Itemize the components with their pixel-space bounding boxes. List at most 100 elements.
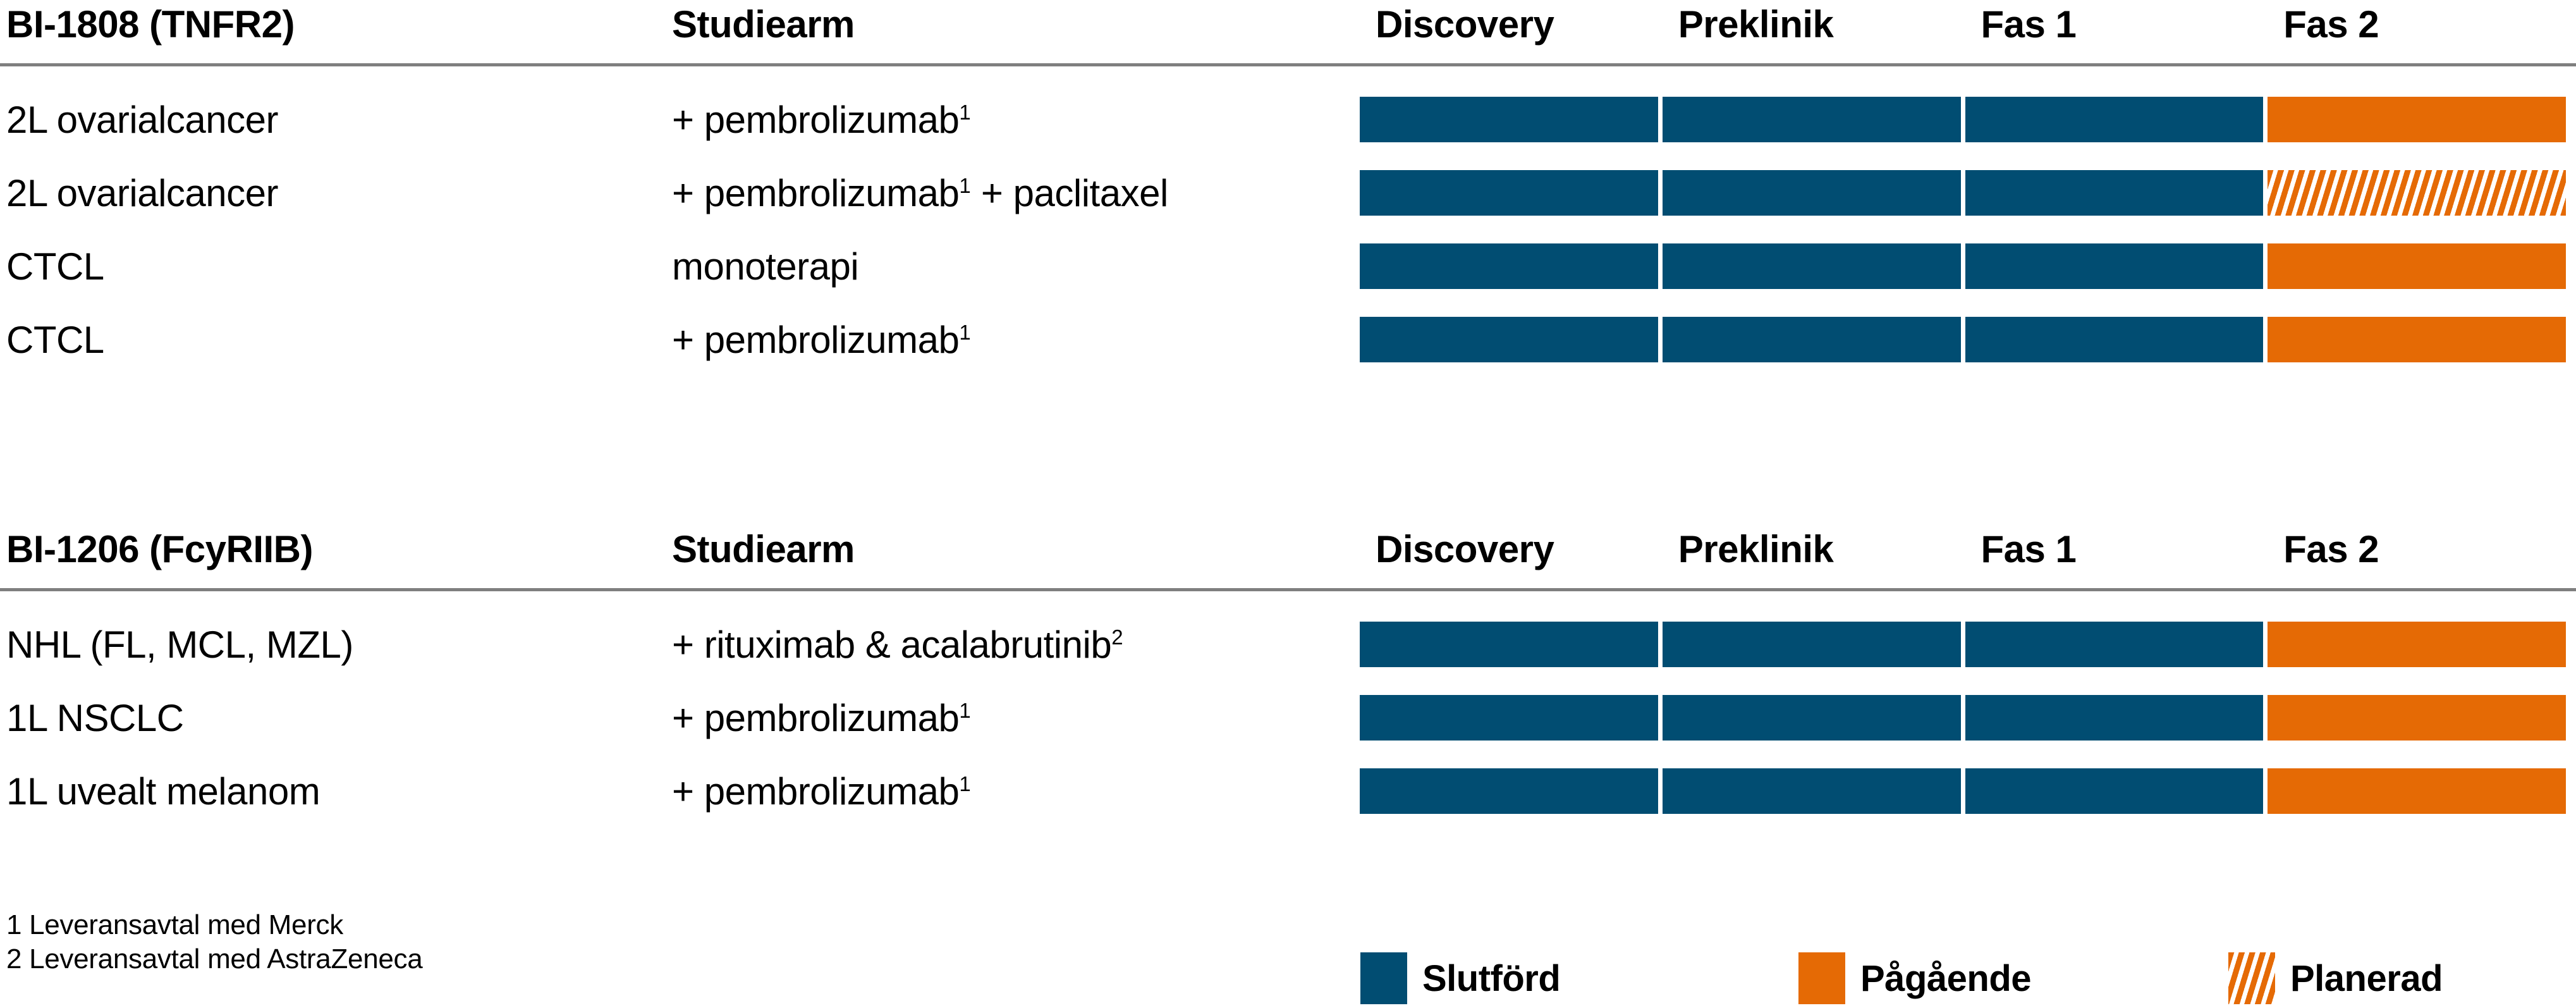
study-arm-label: + pembrolizumab1	[672, 318, 1360, 362]
pipeline-rows: NHL (FL, MCL, MZL) + rituximab & acalabru…	[0, 608, 2576, 828]
study-arm-label: + pembrolizumab1 + paclitaxel	[672, 171, 1360, 215]
phase-bar-completed	[1965, 768, 2264, 814]
phase-column-headers: Discovery Preklinik Fas 1 Fas 2	[1360, 525, 2566, 588]
study-arm-label: + rituximab & acalabrutinib2	[672, 623, 1360, 667]
pipeline-row: CTCL monoterapi	[0, 230, 2576, 303]
phase-bar-planned	[2268, 170, 2566, 216]
pipeline-rows: 2L ovarialcancer + pembrolizumab1 2L ovari…	[0, 83, 2576, 376]
study-arm-footnote-marker: 1	[959, 320, 971, 344]
legend-item-p-g-ende: Pågående	[1798, 952, 2032, 1004]
phase-bars	[1360, 97, 2566, 142]
phase-bar-ongoing	[2268, 243, 2566, 289]
phase-bars	[1360, 768, 2566, 814]
phase-bar-completed	[1662, 695, 1961, 741]
phase-header-fas-2: Fas 2	[2283, 528, 2379, 570]
phase-bar-ongoing	[2268, 622, 2566, 667]
phase-bars	[1360, 317, 2566, 362]
study-arm-footnote-marker: 1	[959, 173, 971, 197]
indication-label: 1L uvealt melanom	[6, 770, 320, 813]
phase-bar-ongoing	[2268, 695, 2566, 741]
pipeline-row: 1L uvealt melanom + pembrolizumab1	[0, 754, 2576, 828]
phase-bar-completed	[1965, 97, 2264, 142]
phase-bars	[1360, 243, 2566, 289]
phase-bar-completed	[1662, 768, 1961, 814]
phase-bar-completed	[1360, 97, 1658, 142]
phase-bar-completed	[1662, 97, 1961, 142]
footnote-1: 1 Leveransavtal med Merck	[6, 909, 343, 940]
study-arm-footnote-marker: 1	[959, 771, 971, 796]
study-arm-footnote-marker: 1	[959, 100, 971, 124]
footnotes: 1 Leveransavtal med Merck 2 Leveransavta…	[6, 908, 423, 976]
program-section-bi-1808: BI-1808 (TNFR2) Studiearm Discovery Prekl…	[0, 0, 2576, 376]
phase-bar-completed	[1360, 317, 1658, 362]
indication-label: CTCL	[6, 318, 104, 361]
phase-header-preklinik: Preklinik	[1678, 3, 1834, 46]
phase-bar-completed	[1360, 695, 1658, 741]
study-arm-footnote-marker: 2	[1111, 625, 1123, 649]
study-arm-text: + rituximab & acalabrutinib	[672, 623, 1112, 666]
phase-bar-completed	[1662, 170, 1961, 216]
program-title: BI-1206 (FcyRIIB)	[6, 528, 313, 570]
pipeline-row: 2L ovarialcancer + pembrolizumab1	[0, 83, 2576, 156]
indication-label: 2L ovarialcancer	[6, 98, 279, 141]
program-title: BI-1808 (TNFR2)	[6, 3, 295, 46]
legend-swatch-planned	[2228, 952, 2275, 1004]
indication-label: CTCL	[6, 245, 104, 288]
footnote-2: 2 Leveransavtal med AstraZeneca	[6, 943, 423, 974]
study-arm-column-header: Studiearm	[672, 3, 855, 46]
study-arm-text: + pembrolizumab	[672, 770, 960, 813]
indication-label: NHL (FL, MCL, MZL)	[6, 623, 353, 666]
phase-bars	[1360, 695, 2566, 741]
study-arm-text: + paclitaxel	[970, 171, 1168, 214]
phase-bar-completed	[1965, 695, 2264, 741]
legend-item-planerad: Planerad	[2228, 952, 2443, 1004]
pipeline-row: NHL (FL, MCL, MZL) + rituximab & acalabru…	[0, 608, 2576, 681]
phase-bars	[1360, 622, 2566, 667]
phase-header-preklinik: Preklinik	[1678, 528, 1834, 570]
phase-bar-completed	[1360, 243, 1658, 289]
phase-header-fas-2: Fas 2	[2283, 3, 2379, 46]
study-arm-text: + pembrolizumab	[672, 171, 960, 214]
pipeline-row: 2L ovarialcancer + pembrolizumab1 + pacli…	[0, 156, 2576, 230]
phase-bar-completed	[1965, 170, 2264, 216]
phase-header-discovery: Discovery	[1376, 528, 1554, 570]
legend-item-slutf-rd: Slutförd	[1360, 952, 1561, 1004]
legend-label: Slutförd	[1422, 957, 1561, 999]
section-header-row: BI-1808 (TNFR2) Studiearm Discovery Prekl…	[0, 0, 2576, 66]
phase-bar-completed	[1662, 317, 1961, 362]
section-header-row: BI-1206 (FcyRIIB) Studiearm Discovery Pre…	[0, 525, 2576, 591]
indication-label: 1L NSCLC	[6, 696, 184, 739]
phase-bar-ongoing	[2268, 768, 2566, 814]
phase-header-fas-1: Fas 1	[1981, 528, 2077, 570]
phase-bar-completed	[1662, 622, 1961, 667]
phase-bar-completed	[1360, 622, 1658, 667]
phase-bar-completed	[1360, 170, 1658, 216]
study-arm-label: + pembrolizumab1	[672, 98, 1360, 142]
pipeline-row: CTCL + pembrolizumab1	[0, 303, 2576, 376]
study-arm-text: + pembrolizumab	[672, 696, 960, 739]
phase-bars	[1360, 170, 2566, 216]
phase-bar-completed	[1965, 317, 2264, 362]
legend-label: Pågående	[1860, 957, 2032, 999]
legend-swatch-completed	[1360, 952, 1407, 1004]
phase-header-fas-1: Fas 1	[1981, 3, 2077, 46]
program-section-bi-1206: BI-1206 (FcyRIIB) Studiearm Discovery Pre…	[0, 525, 2576, 828]
phase-bar-ongoing	[2268, 317, 2566, 362]
study-arm-label: + pembrolizumab1	[672, 770, 1360, 813]
phase-header-discovery: Discovery	[1376, 3, 1554, 46]
phase-bar-completed	[1360, 768, 1658, 814]
study-arm-label: + pembrolizumab1	[672, 696, 1360, 740]
study-arm-label: monoterapi	[672, 245, 1360, 288]
phase-bar-completed	[1662, 243, 1961, 289]
study-arm-text: + pembrolizumab	[672, 98, 960, 141]
phase-bar-completed	[1965, 622, 2264, 667]
study-arm-text: monoterapi	[672, 245, 859, 288]
legend-swatch-ongoing	[1798, 952, 1845, 1004]
study-arm-column-header: Studiearm	[672, 528, 855, 570]
legend-label: Planerad	[2290, 957, 2443, 999]
study-arm-text: + pembrolizumab	[672, 318, 960, 361]
legend: Slutförd Pågående Planerad	[0, 952, 2576, 1004]
phase-bar-ongoing	[2268, 97, 2566, 142]
indication-label: 2L ovarialcancer	[6, 171, 279, 214]
